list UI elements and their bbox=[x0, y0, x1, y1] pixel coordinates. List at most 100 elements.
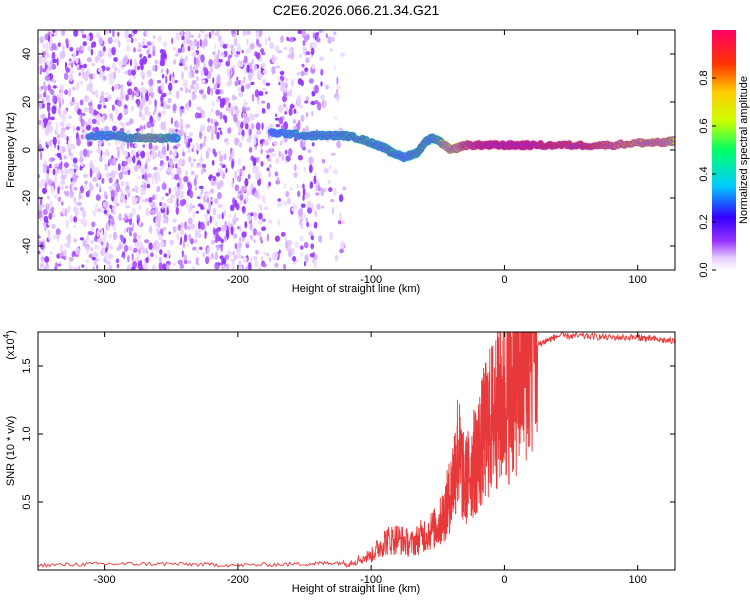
noise-blob bbox=[232, 94, 236, 101]
snr-scale-exp: 4 bbox=[2, 333, 11, 338]
snr-scale-base: (x10 bbox=[5, 338, 17, 359]
noise-blob bbox=[79, 156, 84, 163]
noise-blob bbox=[117, 100, 122, 107]
noise-blob bbox=[172, 157, 178, 162]
noise-blob bbox=[146, 69, 152, 78]
noise-blob bbox=[216, 172, 221, 177]
noise-blob bbox=[210, 118, 214, 124]
noise-blob bbox=[50, 251, 53, 255]
x-tick-label: -300 bbox=[94, 574, 116, 586]
noise-blob bbox=[160, 83, 165, 91]
noise-blob bbox=[205, 256, 210, 265]
noise-blob bbox=[228, 54, 233, 58]
noise-blob bbox=[56, 133, 61, 139]
noise-blob bbox=[336, 85, 341, 90]
noise-blob bbox=[277, 50, 283, 54]
noise-blob bbox=[196, 76, 199, 82]
noise-blob bbox=[63, 162, 69, 168]
noise-blob bbox=[314, 99, 319, 105]
noise-blob bbox=[186, 260, 192, 264]
noise-blob bbox=[175, 206, 179, 215]
noise-blob bbox=[219, 130, 223, 136]
noise-blob bbox=[190, 223, 196, 230]
noise-blob bbox=[134, 197, 139, 202]
noise-blob bbox=[111, 104, 115, 112]
noise-blob bbox=[72, 50, 77, 60]
x-tick-label: -100 bbox=[360, 274, 382, 286]
noise-blob bbox=[154, 145, 159, 151]
noise-blob bbox=[283, 182, 287, 189]
noise-blob bbox=[161, 73, 165, 79]
noise-blob bbox=[300, 80, 304, 87]
noise-blob bbox=[203, 38, 208, 47]
x-tick-label: 100 bbox=[629, 274, 647, 286]
noise-blob bbox=[232, 251, 235, 256]
noise-blob bbox=[136, 214, 140, 220]
noise-blob bbox=[166, 104, 171, 110]
noise-blob bbox=[247, 173, 251, 180]
noise-blob bbox=[239, 226, 242, 232]
noise-blob bbox=[252, 165, 257, 174]
noise-blob bbox=[241, 231, 247, 238]
noise-blob bbox=[42, 68, 47, 73]
noise-blob bbox=[243, 68, 247, 75]
noise-blob bbox=[180, 56, 183, 60]
noise-blob bbox=[176, 198, 179, 207]
noise-blob bbox=[81, 264, 85, 268]
noise-blob bbox=[62, 45, 65, 51]
noise-blob bbox=[40, 113, 46, 120]
noise-blob bbox=[43, 81, 46, 89]
noise-blob bbox=[40, 256, 45, 261]
noise-blob bbox=[208, 59, 213, 67]
noise-blob bbox=[84, 265, 88, 270]
noise-blob bbox=[231, 149, 235, 158]
noise-blob bbox=[285, 106, 289, 112]
noise-blob bbox=[97, 243, 100, 250]
noise-blob bbox=[195, 82, 200, 90]
noise-blob bbox=[308, 164, 313, 174]
noise-blob bbox=[38, 139, 42, 143]
noise-blob bbox=[162, 100, 167, 110]
noise-blob bbox=[48, 236, 52, 241]
noise-blob bbox=[107, 142, 111, 147]
noise-blob bbox=[179, 240, 182, 246]
noise-blob bbox=[73, 266, 78, 270]
noise-blob bbox=[230, 106, 235, 110]
noise-blob bbox=[157, 175, 161, 182]
noise-blob bbox=[45, 203, 50, 211]
noise-blob bbox=[236, 50, 241, 55]
noise-blob bbox=[269, 41, 274, 49]
noise-blob bbox=[95, 258, 100, 262]
noise-blob bbox=[280, 231, 286, 237]
noise-blob bbox=[175, 163, 178, 169]
noise-blob bbox=[240, 60, 244, 68]
noise-blob bbox=[177, 259, 183, 265]
noise-blob bbox=[51, 105, 57, 115]
noise-blob bbox=[253, 138, 257, 146]
snr-frame bbox=[37, 331, 676, 571]
noise-blob bbox=[241, 85, 245, 93]
noise-blob bbox=[95, 89, 99, 98]
noise-blob bbox=[42, 51, 46, 56]
noise-blob bbox=[82, 34, 87, 39]
noise-blob bbox=[254, 260, 259, 268]
noise-blob bbox=[169, 239, 174, 245]
noise-blob bbox=[201, 163, 207, 169]
x-tick-label: -200 bbox=[227, 274, 249, 286]
noise-blob bbox=[328, 164, 332, 170]
noise-blob bbox=[38, 209, 42, 219]
noise-blob bbox=[186, 135, 191, 139]
noise-blob bbox=[69, 214, 74, 223]
noise-blob bbox=[261, 226, 266, 231]
noise-blob bbox=[118, 60, 123, 68]
noise-blob bbox=[210, 239, 215, 245]
noise-blob bbox=[268, 257, 271, 262]
noise-blob bbox=[101, 115, 105, 124]
noise-blob bbox=[99, 155, 103, 163]
noise-blob bbox=[272, 252, 276, 261]
noise-blob bbox=[333, 187, 337, 196]
noise-blob bbox=[218, 89, 221, 95]
noise-blob bbox=[158, 233, 162, 241]
spectrogram-noise-field bbox=[38, 30, 347, 270]
noise-blob bbox=[106, 261, 111, 265]
